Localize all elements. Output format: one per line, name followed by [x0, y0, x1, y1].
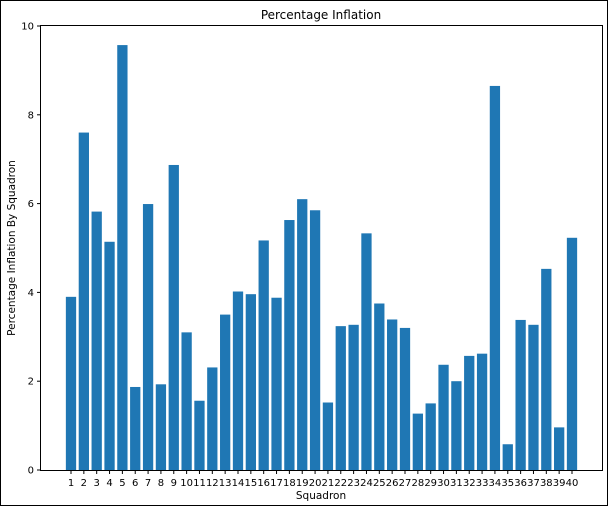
x-tick-label: 18: [283, 478, 296, 489]
x-tick-label: 35: [501, 478, 514, 489]
bar-squadron-26: [387, 319, 398, 470]
bar-squadron-39: [554, 427, 565, 470]
x-tick-label: 34: [489, 478, 502, 489]
bar-squadron-21: [322, 402, 334, 470]
x-axis-title: Squadron: [296, 490, 346, 502]
x-tick-label: 39: [553, 478, 566, 489]
y-tick-label: 6: [28, 199, 34, 210]
x-tick-label: 32: [463, 478, 476, 489]
bar-squadron-9: [168, 164, 179, 470]
x-tick-label: 14: [232, 478, 245, 489]
y-axis: 0 2 4 6 8 10: [21, 22, 41, 477]
x-tick-label: 17: [270, 478, 283, 489]
bar-squadron-3: [91, 211, 102, 470]
bar-squadron-1: [65, 296, 77, 470]
bar-squadron-29: [425, 403, 436, 470]
x-tick-label: 40: [566, 478, 579, 489]
bars-group: [65, 45, 578, 471]
bar-squadron-15: [245, 294, 256, 470]
bar-squadron-12: [207, 367, 218, 470]
bar-squadron-32: [464, 355, 475, 470]
bar-squadron-8: [155, 384, 167, 470]
bar-squadron-11: [194, 400, 205, 470]
x-tick-label: 16: [257, 478, 270, 489]
bar-squadron-24: [361, 233, 372, 470]
y-tick-label: 2: [28, 377, 34, 388]
x-tick-label: 25: [373, 478, 386, 489]
x-tick-label: 38: [540, 478, 553, 489]
x-tick-label: 8: [158, 478, 164, 489]
bar-squadron-13: [220, 314, 231, 470]
x-tick-label: 10: [180, 478, 193, 489]
y-axis-title: Percentage Inflation By Squadron: [6, 160, 18, 336]
chart-title: Percentage Inflation: [261, 8, 381, 22]
bar-squadron-25: [374, 303, 385, 470]
x-tick-label: 22: [334, 478, 347, 489]
x-tick-label: 12: [206, 478, 219, 489]
x-tick-label: 5: [119, 478, 125, 489]
bar-squadron-40: [566, 237, 578, 470]
bar-squadron-5: [117, 45, 128, 471]
x-tick-label: 2: [81, 478, 87, 489]
x-tick-label: 9: [171, 478, 177, 489]
x-tick-label: 1: [68, 478, 74, 489]
bar-squadron-23: [348, 324, 359, 470]
x-tick-label: 21: [322, 478, 335, 489]
bar-squadron-34: [489, 85, 501, 470]
x-tick-label: 19: [296, 478, 309, 489]
x-axis: 1 2 3 4 5 6 7 8 9 10 11 12 13 14 15 16 17 18 19 20 21 22 23 24 2…: [68, 470, 579, 489]
x-tick-label: 28: [411, 478, 424, 489]
y-tick-label: 8: [28, 110, 34, 121]
bar-squadron-19: [297, 199, 308, 470]
bar-squadron-35: [502, 444, 513, 470]
x-tick-label: 4: [106, 478, 112, 489]
bar-squadron-16: [258, 240, 269, 470]
bar-squadron-20: [309, 210, 321, 470]
x-tick-label: 36: [514, 478, 527, 489]
bar-squadron-37: [528, 324, 539, 470]
bar-squadron-28: [412, 413, 423, 470]
bar-squadron-27: [399, 327, 411, 470]
x-tick-label: 6: [132, 478, 138, 489]
bar-squadron-7: [142, 204, 154, 471]
x-tick-label: 30: [437, 478, 450, 489]
x-tick-label: 33: [476, 478, 489, 489]
x-tick-label: 15: [244, 478, 257, 489]
x-tick-label: 11: [193, 478, 206, 489]
x-tick-label: 31: [450, 478, 463, 489]
bar-squadron-38: [541, 268, 552, 470]
bar-squadron-33: [476, 353, 488, 470]
y-tick-label: 10: [21, 22, 34, 33]
plot-area-frame: [40, 25, 603, 471]
x-tick-label: 37: [527, 478, 540, 489]
y-tick-label: 4: [28, 288, 34, 299]
x-tick-label: 3: [94, 478, 100, 489]
y-tick-label: 0: [28, 466, 34, 477]
bar-squadron-10: [181, 332, 192, 470]
bar-squadron-17: [271, 297, 282, 470]
x-tick-label: 26: [386, 478, 399, 489]
x-tick-label: 29: [424, 478, 437, 489]
bar-squadron-14: [232, 291, 244, 470]
bar-squadron-2: [78, 132, 89, 470]
bar-squadron-6: [130, 386, 141, 470]
x-tick-label: 7: [145, 478, 151, 489]
bar-squadron-22: [335, 326, 346, 470]
bar-squadron-4: [104, 241, 115, 470]
x-tick-label: 23: [347, 478, 360, 489]
bar-squadron-18: [284, 220, 295, 470]
bar-squadron-31: [451, 381, 462, 470]
x-tick-label: 27: [399, 478, 412, 489]
bar-squadron-36: [515, 319, 526, 470]
x-tick-label: 13: [219, 478, 232, 489]
x-tick-label: 20: [309, 478, 322, 489]
x-tick-label: 24: [360, 478, 373, 489]
bar-squadron-30: [438, 364, 449, 470]
